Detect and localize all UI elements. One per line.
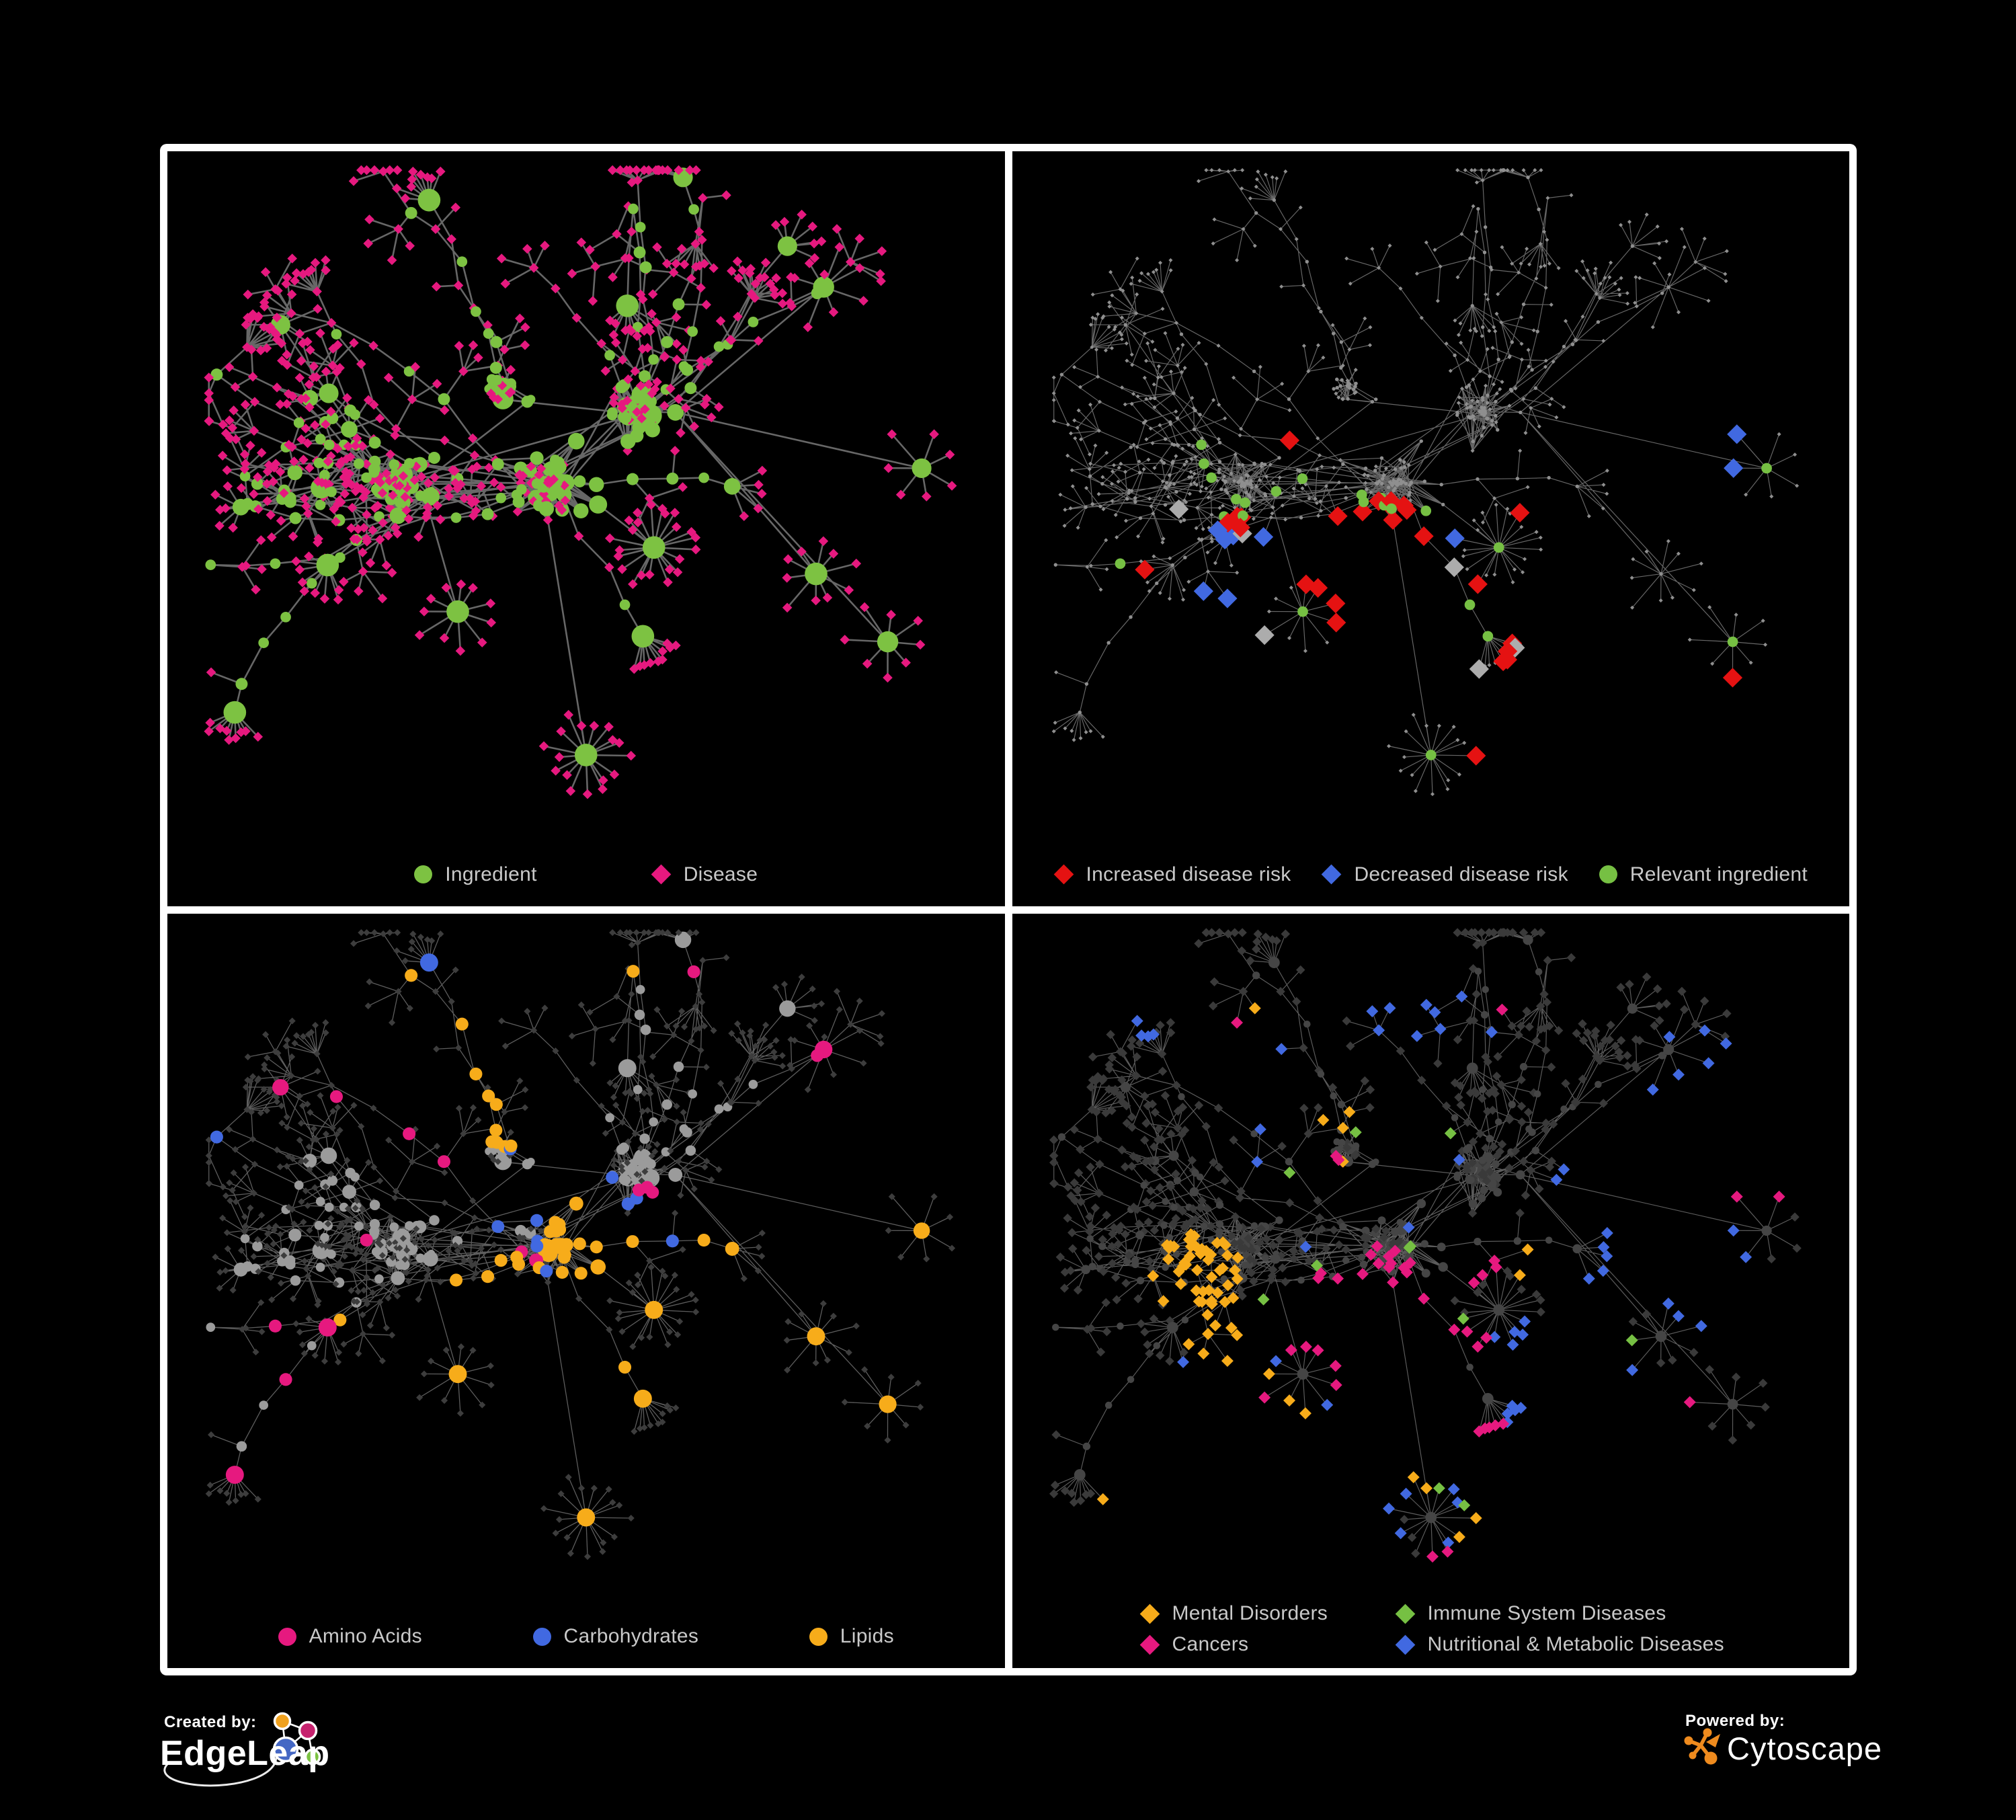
legend-label: Decreased disease risk [1354,863,1568,885]
edgeleap-logo-icon [163,1712,321,1787]
diamond-marker-icon [1322,864,1342,885]
panel-ingredient-disease: Ingredient Disease [167,151,1005,906]
diamond-marker-icon [1395,1634,1415,1655]
disease-classes-legend: Mental Disorders Immune System Diseases Ca… [1012,1602,1850,1656]
legend-item-cancers: Cancers [1139,1633,1396,1656]
legend-item-decreased-disease-risk: Decreased disease risk [1322,863,1568,886]
diamond-marker-icon [1139,1604,1160,1624]
legend-item-increased-disease-risk: Increased disease risk [1053,863,1291,886]
powered-by-label: Powered by: [1685,1712,1785,1730]
edgeleap-credit: Created by: EdgeLeap [157,1708,386,1815]
panel-disease-classes: Mental Disorders Immune System Diseases Ca… [1012,913,1850,1668]
edgeleap-swoosh [163,1751,278,1787]
legend-item-lipids: Lipids [809,1625,894,1648]
disease-risk-legend: Increased disease risk Decreased disease … [1012,863,1850,886]
diamond-marker-icon [651,864,672,885]
ingredient-classes-legend: Amino Acids Carbohydrates Lipids [167,1625,1005,1648]
circle-marker-icon [414,865,433,883]
legend-item-amino-acids: Amino Acids [278,1625,422,1648]
ingredient-disease-legend: Ingredient Disease [167,863,1005,886]
legend-item-nutritional-metabolic-diseases: Nutritional & Metabolic Diseases [1395,1633,1724,1656]
legend-label: Carbohydrates [563,1625,699,1647]
legend-label: Increased disease risk [1086,863,1291,885]
cytoscape-logo-icon [1684,1728,1720,1765]
panel-disease-risk: Increased disease risk Decreased disease … [1012,151,1850,906]
disease-classes-network-graph [1049,927,1802,1562]
legend-label: Immune System Diseases [1427,1602,1666,1624]
legend-item-relevant-ingredient: Relevant ingredient [1599,863,1808,886]
legend-item-mental-disorders: Mental Disorders [1139,1602,1396,1625]
legend-label: Mental Disorders [1172,1602,1328,1624]
disease-risk-network-graph [1051,168,1799,797]
diamond-marker-icon [1139,1634,1160,1655]
cytoscape-brand-text: Cytoscape [1727,1731,1883,1766]
legend-label: Amino Acids [309,1625,422,1647]
legend-label: Lipids [840,1625,894,1647]
diamond-marker-icon [1053,864,1074,885]
circle-marker-icon [278,1627,296,1646]
legend-item-carbohydrates: Carbohydrates [532,1625,699,1648]
legend-item-disease: Disease [651,863,758,886]
ingredient-classes-network-graph [205,928,956,1560]
edgeleap-orange-node [273,1712,292,1731]
cytoscape-credit: Powered by: Cytoscape [1684,1708,1882,1789]
legend-item-ingredient: Ingredient [414,863,536,886]
edgeleap-blue-node [272,1736,299,1763]
legend-label: Cancers [1172,1633,1249,1655]
diamond-marker-icon [1395,1604,1415,1624]
legend-item-immune-system-diseases: Immune System Diseases [1395,1602,1724,1625]
circle-marker-icon [809,1627,828,1646]
circle-marker-icon [1599,865,1617,883]
ingredient-disease-network-graph [204,165,957,799]
created-by-label: Created by: [164,1713,257,1731]
legend-label: Ingredient [445,863,537,885]
legend-label: Nutritional & Metabolic Diseases [1427,1633,1724,1655]
panel-grid: Ingredient Disease Increased disease risk… [160,144,1857,1675]
legend-label: Relevant ingredient [1629,863,1808,885]
legend-label: Disease [683,863,758,885]
edgeleap-pink-node [298,1720,318,1741]
panel-ingredient-classes: Amino Acids Carbohydrates Lipids [167,913,1005,1668]
edgeleap-brand-text: EdgeLeap [160,1734,330,1773]
circle-marker-icon [532,1627,551,1646]
edgeleap-green-node [304,1748,321,1766]
